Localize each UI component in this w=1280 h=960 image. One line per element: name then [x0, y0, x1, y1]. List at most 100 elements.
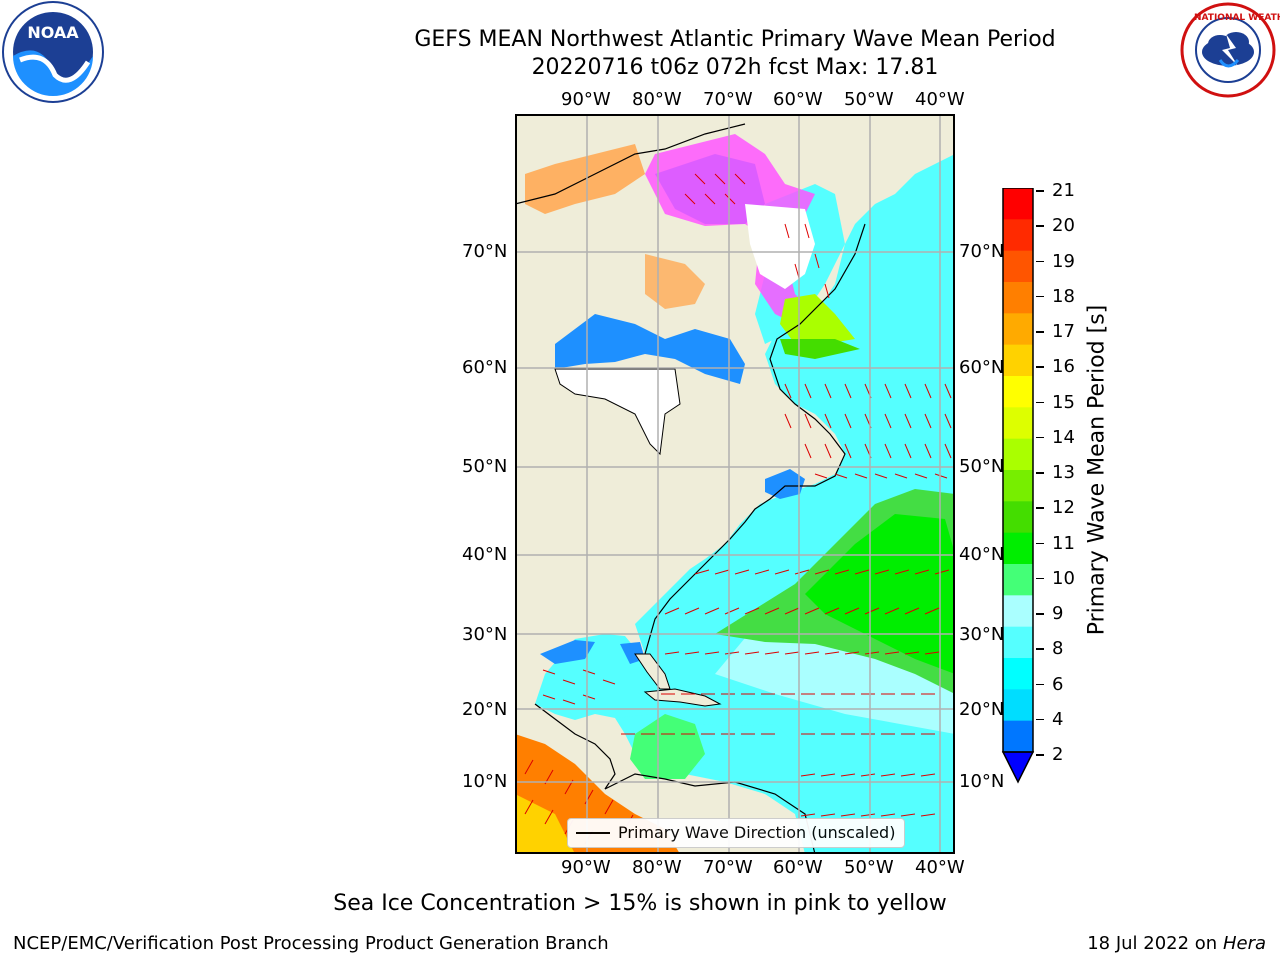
colorbar-tick-mark	[1036, 190, 1044, 192]
colorbar-segment	[1003, 720, 1033, 753]
colorbar-tick-mark	[1036, 295, 1044, 298]
colorbar-tick-label: 12	[1052, 497, 1075, 519]
lon-label-top-60w: 60°W	[773, 89, 823, 110]
colorbar-label: Primary Wave Mean Period [s]	[1084, 304, 1110, 636]
colorbar-segment	[1003, 250, 1033, 283]
hudson-bay	[555, 314, 745, 384]
colorbar-segment	[1003, 564, 1033, 596]
legend-line-sample	[576, 832, 610, 834]
lon-label-bottom-40w: 40°W	[915, 857, 965, 878]
lat-label-left-60n: 60°N	[462, 357, 508, 378]
colorbar-segment	[1003, 376, 1033, 408]
colorbar-segment	[1003, 219, 1033, 252]
lon-label-bottom-50w: 50°W	[844, 857, 894, 878]
lon-label-top-40w: 40°W	[915, 89, 965, 110]
map-frame	[515, 114, 955, 854]
gulf-blue-patch	[540, 640, 595, 664]
sea-ice-orange-2	[645, 254, 705, 309]
colorbar-tick-mark	[1036, 648, 1044, 650]
lat-label-left-40n: 40°N	[462, 544, 508, 565]
caribbean-green	[630, 714, 705, 779]
colorbar-segment	[1003, 313, 1033, 346]
east-coast-line	[644, 223, 866, 655]
lon-label-bottom-60w: 60°W	[773, 857, 823, 878]
north-coast-line	[515, 123, 746, 205]
lat-label-right-60n: 60°N	[959, 357, 1005, 378]
lat-label-left-50n: 50°N	[462, 456, 508, 477]
colorbar-tick-label: 18	[1052, 285, 1075, 307]
colorbar-tick-label: 11	[1052, 532, 1075, 554]
lat-label-left-70n: 70°N	[462, 241, 508, 262]
lat-label-right-50n: 50°N	[959, 456, 1005, 477]
colorbar-tick-mark	[1036, 718, 1044, 721]
map-legend: Primary Wave Direction (unscaled)	[567, 818, 905, 848]
colorbar-segment	[1003, 626, 1033, 659]
colorbar-frame	[1002, 188, 1034, 753]
footer-branch: NCEP/EMC/Verification Post Processing Pr…	[13, 933, 609, 954]
colorbar-segment	[1003, 658, 1033, 690]
colorbar-tick-mark	[1036, 331, 1044, 333]
colorbar-segment	[1003, 501, 1033, 534]
map-panel	[515, 114, 955, 854]
colorbar-tick-label: 10	[1052, 567, 1075, 589]
nws-logo-text: NATIONAL WEATHER SERVICE	[1194, 13, 1280, 23]
lon-label-top-50w: 50°W	[844, 89, 894, 110]
south-america-line	[604, 773, 816, 854]
colorbar-segment	[1003, 344, 1033, 377]
noaa-logo-text: NOAA	[27, 23, 79, 42]
colorbar-segment	[1003, 532, 1033, 565]
colorbar-segment	[1003, 407, 1033, 440]
colorbar-tick-mark	[1036, 366, 1044, 368]
lat-label-right-10n: 10°N	[959, 771, 1005, 792]
wave-direction-arrows	[524, 173, 952, 845]
colorbar-tick-mark	[1036, 754, 1044, 756]
colorbar-tick-mark	[1036, 507, 1044, 509]
colorbar-tick-label: 21	[1052, 180, 1075, 201]
colorbar-extend-triangle	[1001, 751, 1035, 784]
colorbar-segment	[1003, 438, 1033, 471]
colorbar-tick-label: 2	[1052, 744, 1064, 765]
colorbar-tick-mark	[1036, 401, 1044, 403]
colorbar-tick-label: 15	[1052, 391, 1075, 413]
colorbar-tick-label: 8	[1052, 638, 1064, 660]
colorbar-tick-label: 17	[1052, 321, 1075, 342]
colorbar-tick-mark	[1036, 260, 1044, 262]
lon-label-top-80w: 80°W	[632, 89, 682, 110]
ice-edge-green-2	[780, 339, 860, 359]
lat-label-left-10n: 10°N	[462, 771, 508, 792]
noaa-logo: NOAA	[0, 0, 106, 104]
colorbar-tick-label: 20	[1052, 215, 1075, 237]
colorbar-ticks: 21 20 19 18 17 16 15 14 13 12 11 10 9 8 6 4 2	[1036, 180, 1080, 780]
lon-label-top-70w: 70°W	[703, 89, 753, 110]
colorbar-tick-mark	[1036, 577, 1044, 580]
colorbar-tick-label: 14	[1052, 426, 1075, 448]
colorbar-tick-mark	[1036, 683, 1044, 685]
colorbar-tick-mark	[1036, 436, 1044, 439]
colorbar-segment	[1003, 470, 1033, 502]
colorbar-tick-label: 9	[1052, 603, 1064, 624]
colorbar-segment	[1003, 689, 1033, 722]
colorbar-tick-label: 13	[1052, 462, 1075, 483]
cuba	[643, 688, 722, 707]
lat-label-left-20n: 20°N	[462, 699, 508, 720]
sea-ice-note: Sea Ice Concentration > 15% is shown in …	[333, 891, 947, 916]
nws-logo: NATIONAL WEATHER SERVICE	[1176, 0, 1280, 100]
lon-label-top-90w: 90°W	[561, 89, 611, 110]
legend-label: Primary Wave Direction (unscaled)	[618, 823, 896, 842]
lat-label-left-30n: 30°N	[462, 624, 508, 645]
colorbar-tick-mark	[1036, 472, 1044, 474]
colorbar-tick-label: 19	[1052, 250, 1075, 272]
st-lawrence	[765, 469, 805, 499]
colorbar-segment	[1003, 188, 1033, 220]
colorbar-segment	[1003, 595, 1033, 628]
lat-label-right-40n: 40°N	[959, 544, 1005, 565]
graticule	[515, 114, 955, 854]
lon-label-bottom-90w: 90°W	[561, 857, 611, 878]
lon-label-bottom-80w: 80°W	[632, 857, 682, 878]
footer-host: Hera	[1222, 933, 1266, 954]
colorbar-segment	[1003, 282, 1033, 314]
lon-label-bottom-70w: 70°W	[703, 857, 753, 878]
colorbar-tick-mark	[1036, 613, 1044, 615]
greenland	[745, 204, 815, 289]
lat-label-right-30n: 30°N	[959, 624, 1005, 645]
